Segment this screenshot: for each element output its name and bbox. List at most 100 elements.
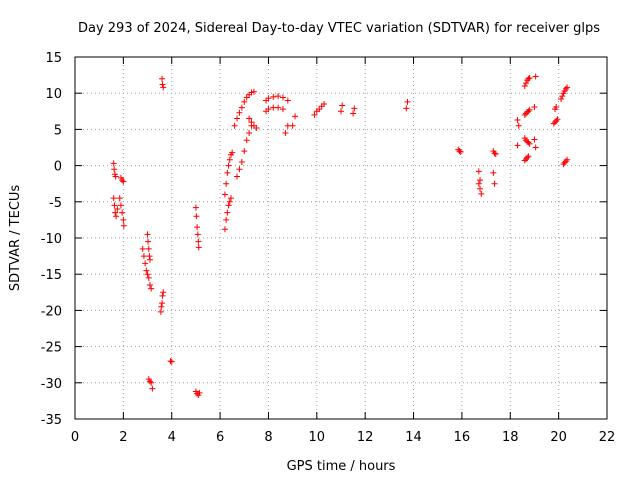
series-arc-9c (558, 84, 571, 102)
data-point (221, 226, 228, 233)
series-arc-3a (145, 376, 156, 392)
data-point (144, 271, 151, 278)
data-point (229, 149, 236, 156)
data-point (289, 122, 296, 129)
data-point (117, 202, 124, 209)
series-arc-8i (521, 153, 532, 164)
data-point (120, 178, 127, 185)
data-point (270, 93, 277, 100)
series-arc-7e (490, 169, 498, 187)
data-point (265, 95, 272, 102)
data-point (223, 180, 230, 187)
data-point (119, 177, 126, 184)
data-point (224, 169, 231, 176)
x-tick-label: 8 (264, 430, 272, 445)
x-tick-label: 12 (357, 430, 374, 445)
y-tick-label: -30 (41, 377, 62, 392)
series-arc-2d (159, 75, 167, 91)
series-arc-8h (531, 136, 539, 151)
y-tick-label: -5 (49, 196, 62, 211)
data-point (234, 115, 241, 122)
series-arc-6a (311, 101, 328, 118)
series-arc-8d (532, 73, 539, 80)
series-arc-5d (289, 113, 299, 129)
x-tick-labels: 0 2 4 6 8 10 12 14 16 18 20 22 (71, 430, 615, 445)
data-point (157, 308, 164, 315)
series-arc-7a (455, 146, 464, 155)
data-point (457, 148, 464, 155)
series-arc-8g (521, 135, 533, 147)
data-point (193, 213, 200, 220)
data-point (192, 204, 199, 211)
data-point (475, 180, 482, 187)
data-point (477, 185, 484, 192)
series-arc-2c (157, 289, 167, 315)
data-point (238, 158, 245, 165)
data-point (275, 93, 282, 100)
series-arc-6b (338, 102, 346, 115)
series-arc-4e (246, 115, 260, 131)
data-points (110, 73, 571, 399)
series-arc-5a (263, 93, 291, 104)
data-point (490, 169, 497, 176)
data-point (564, 156, 571, 163)
data-point (243, 137, 250, 144)
data-point (112, 173, 119, 180)
data-point (525, 153, 532, 160)
data-point (321, 101, 328, 108)
series-arc-4c (231, 88, 257, 129)
series-arc-8e (521, 106, 533, 118)
series-arc-3b (167, 358, 175, 365)
series-arc-1b (110, 195, 121, 220)
data-point (139, 245, 146, 252)
data-point (160, 84, 167, 91)
data-point (456, 148, 463, 155)
data-point (526, 74, 533, 81)
x-tick-label: 18 (502, 430, 519, 445)
x-tick-label: 16 (454, 430, 471, 445)
series-arc-1a (110, 160, 119, 180)
data-point (491, 180, 498, 187)
data-point (119, 209, 126, 216)
data-point (525, 108, 532, 115)
data-point (110, 160, 117, 167)
data-point (564, 84, 571, 91)
data-point (195, 244, 202, 251)
series-arc-9a (550, 116, 561, 127)
data-point (531, 136, 538, 143)
x-tick-label: 2 (119, 430, 127, 445)
data-point (250, 88, 257, 95)
data-point (146, 256, 153, 263)
series-arc-9d (560, 156, 571, 168)
series-arc-8c (521, 74, 533, 89)
data-point (526, 106, 533, 113)
data-point (478, 190, 485, 197)
data-point (112, 209, 119, 216)
data-point (292, 113, 299, 120)
data-point (558, 95, 565, 102)
series-arc-8a (514, 116, 522, 129)
series-arc-8f (531, 103, 538, 110)
data-point (246, 130, 253, 137)
data-point (142, 260, 149, 267)
series-arc-5b (263, 104, 286, 115)
data-point (167, 358, 174, 365)
data-point (282, 130, 289, 137)
x-tick-label: 20 (550, 430, 567, 445)
data-point (532, 144, 539, 151)
data-point (525, 75, 532, 82)
series-arc-9b (552, 103, 560, 113)
series-arc-1c (117, 174, 127, 185)
x-tick-label: 0 (71, 430, 79, 445)
y-tick-label: -15 (41, 268, 62, 283)
data-point (223, 216, 230, 223)
data-point (526, 140, 533, 147)
y-tick-label: 0 (54, 160, 62, 175)
data-point (116, 195, 123, 202)
data-point (248, 119, 255, 126)
data-point (475, 168, 482, 175)
data-point (227, 195, 234, 202)
chart-title: Day 293 of 2024, Sidereal Day-to-day VTE… (78, 21, 600, 36)
data-point (145, 245, 152, 252)
